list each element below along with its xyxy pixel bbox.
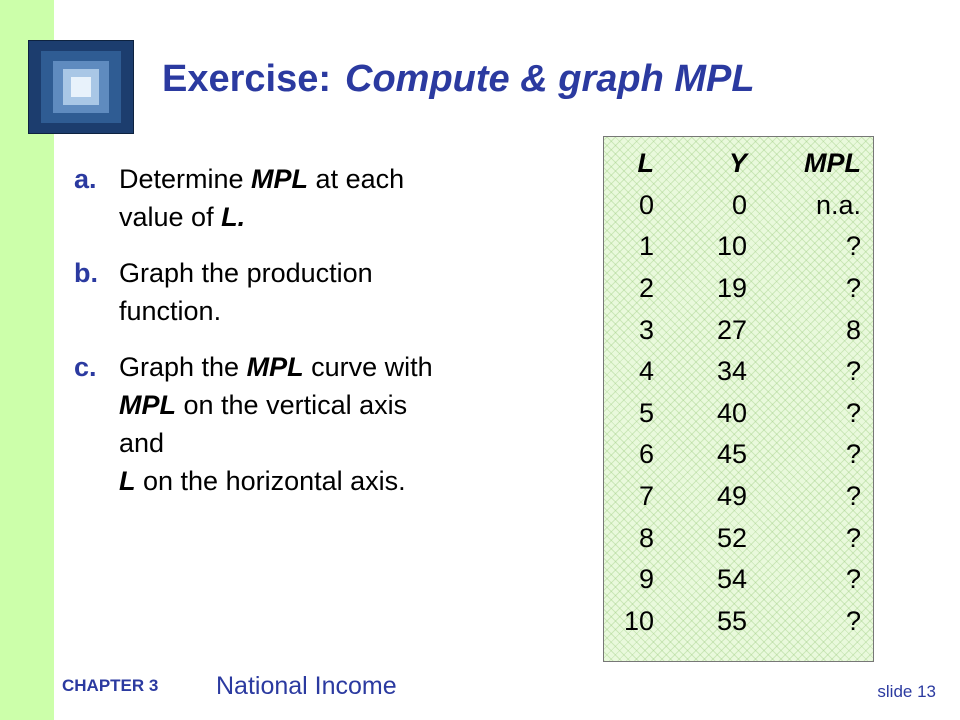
item-marker: b. [74,258,98,288]
table-header-row: L Y MPL [606,143,862,185]
table-row: 4 34? [606,351,861,393]
item-text: function. [119,296,222,326]
item-text: curve with [303,352,433,382]
item-term: MPL [119,390,176,420]
cell-mpl: ? [845,605,861,636]
table-row: 1 10? [606,226,861,268]
slide-number: slide 13 [877,682,936,701]
cell-labor: 0 [638,189,654,220]
item-text: Graph the [119,352,247,382]
cell-labor: 8 [638,522,654,553]
cell-labor: 5 [638,397,654,428]
production-table-box: L Y MPL 0 0 n.a. 1 10? 2 19? 3 27 8 4 34? 5 40? 6 45? 7 4… [603,136,874,662]
cell-output: 49 [716,481,747,512]
exercise-item-b: b. Graph the production function. [74,254,524,330]
cell-mpl: ? [845,231,861,262]
table-row: 0 0 n.a. [606,185,861,227]
item-text: at each [308,164,405,194]
cell-mpl: ? [845,439,861,470]
item-term: L. [221,202,246,232]
cell-output: 34 [716,356,747,387]
item-term: MPL [246,352,304,382]
cell-labor: 7 [638,481,654,512]
cell-labor: 4 [638,356,654,387]
header-mpl: MPL [804,148,861,179]
table-row: 9 54? [606,559,861,601]
corner-logo-image [28,40,134,134]
cell-mpl: 8 [845,314,861,345]
exercise-list: a. Determine MPL at each value of L. b. … [74,160,524,518]
header-output: Y [728,148,747,179]
item-text: on the horizontal axis. [135,466,406,496]
table-row: 6 45? [606,434,861,476]
item-text: Graph the production [119,258,373,288]
cell-output: 55 [716,605,747,636]
table-row: 7 49? [606,476,861,518]
table-body: 0 0 n.a. 1 10? 2 19? 3 27 8 4 34? 5 40? 6 45? 7 49? 8 52? 9 5… [606,185,861,643]
cell-mpl: ? [845,522,861,553]
item-text: and [119,428,165,458]
table-row: 8 52? [606,517,861,559]
item-text: value of [119,202,222,232]
cell-labor: 3 [638,314,654,345]
production-table: L Y MPL 0 0 n.a. 1 10? 2 19? 3 27 8 4 34? 5 40? 6 45? 7 4… [606,143,861,642]
cell-output: 27 [716,314,747,345]
cell-mpl: ? [845,356,861,387]
cell-output: 40 [716,397,747,428]
slide-title: Exercise: Compute & graph MPL [162,58,755,101]
item-marker: a. [74,164,97,194]
cell-mpl: ? [845,481,861,512]
item-marker: c. [74,352,97,382]
cell-output: 52 [716,522,747,553]
cell-mpl: ? [845,273,861,304]
item-text: on the vertical axis [176,390,408,420]
cell-mpl: ? [845,397,861,428]
cell-labor: 1 [638,231,654,262]
exercise-item-c: c. Graph the MPL curve with MPL on the v… [74,348,524,500]
cell-output: 54 [716,564,747,595]
title-sub: Compute & graph MPL [345,58,755,100]
cell-mpl: n.a. [815,189,861,220]
table-row: 5 40? [606,393,861,435]
table-row: 10 55? [606,601,861,643]
table-row: 3 27 8 [606,309,861,351]
cell-mpl: ? [845,564,861,595]
cell-labor: 9 [638,564,654,595]
cell-output: 10 [716,231,747,262]
table-row: 2 19? [606,268,861,310]
item-term: L [119,466,136,496]
item-term: MPL [251,164,309,194]
title-main: Exercise: [162,58,332,100]
chapter-title: National Income [216,672,397,700]
cell-labor: 10 [623,605,654,636]
cell-output: 45 [716,439,747,470]
header-labor: L [637,148,655,179]
cell-output: 0 [731,189,747,220]
cell-output: 19 [716,273,747,304]
item-text: Determine [119,164,252,194]
chapter-label: CHAPTER 3 [62,676,159,695]
logo-core [71,77,91,97]
cell-labor: 6 [638,439,654,470]
cell-labor: 2 [638,273,654,304]
exercise-item-a: a. Determine MPL at each value of L. [74,160,524,236]
